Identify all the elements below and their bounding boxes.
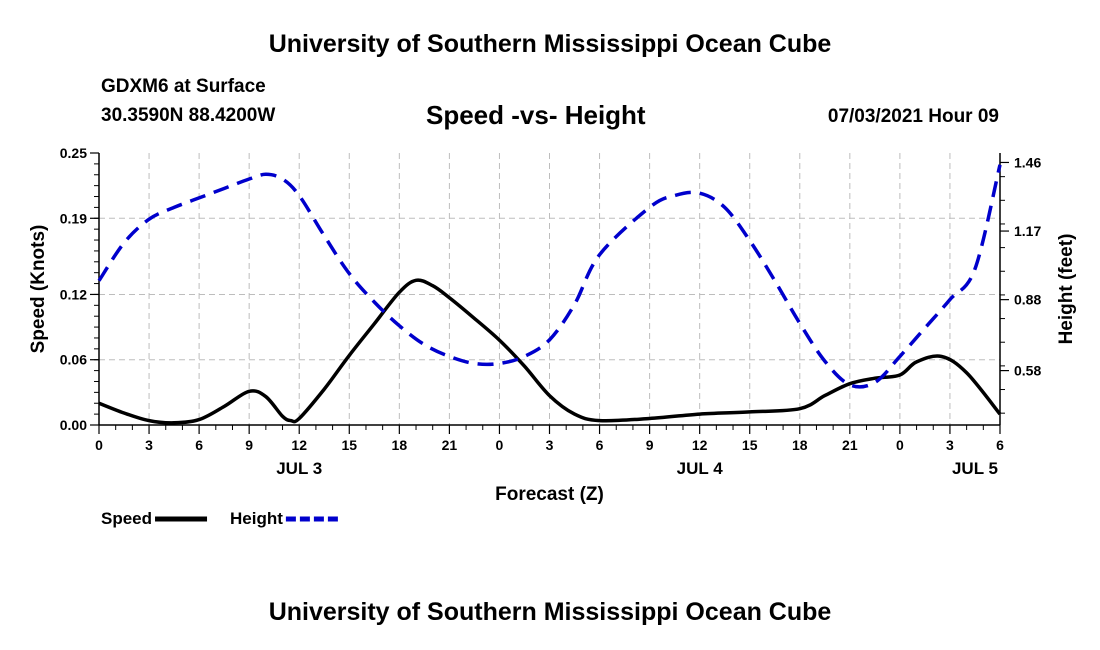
x-tick-label: 21: [842, 437, 858, 453]
x-tick-label: 9: [245, 437, 253, 453]
y2-tick-label: 1.17: [1014, 223, 1041, 239]
y2-tick-label: 0.88: [1014, 292, 1041, 308]
x-tick-label: 12: [291, 437, 307, 453]
y-tick-label: 0.19: [60, 210, 87, 226]
x-tick-label: 3: [145, 437, 153, 453]
x-day-label: JUL 5: [952, 459, 998, 478]
y2-axis-title: Height (feet): [1056, 234, 1077, 345]
x-tick-label: 0: [496, 437, 504, 453]
y2-tick-label: 0.58: [1014, 363, 1041, 379]
y2-tick-label: 1.46: [1014, 154, 1041, 170]
x-tick-label: 9: [646, 437, 654, 453]
x-tick-label: 15: [742, 437, 758, 453]
x-tick-label: 6: [596, 437, 604, 453]
series-line-height: [97, 164, 1002, 389]
x-axis-title: Forecast (Z): [495, 484, 604, 505]
x-tick-label: 12: [692, 437, 708, 453]
x-tick-label: 3: [946, 437, 954, 453]
legend-label-height: Height: [230, 509, 283, 528]
legend-label-speed: Speed: [101, 509, 152, 528]
footer-title: University of Southern Mississippi Ocean…: [268, 598, 832, 626]
y-tick-label: 0.12: [60, 286, 87, 302]
y-tick-label: 0.06: [60, 352, 87, 368]
x-tick-label: 6: [195, 437, 203, 453]
x-tick-label: 0: [95, 437, 103, 453]
x-day-label: JUL 3: [276, 459, 322, 478]
y-axis-title: Speed (Knots): [28, 225, 49, 354]
y-tick-label: 0.25: [60, 145, 87, 161]
chart-title: Speed -vs- Height: [426, 100, 646, 130]
x-tick-label: 15: [341, 437, 357, 453]
coordinates-label: 30.3590N 88.4200W: [101, 105, 276, 126]
x-tick-label: 21: [442, 437, 458, 453]
x-tick-label: 0: [896, 437, 904, 453]
station-label: GDXM6 at Surface: [101, 76, 266, 97]
x-day-label: JUL 4: [677, 459, 724, 478]
page-title: University of Southern Mississippi Ocean…: [268, 30, 832, 58]
x-tick-label: 18: [392, 437, 408, 453]
x-tick-label: 6: [996, 437, 1004, 453]
y-tick-label: 0.00: [60, 417, 87, 433]
x-tick-label: 18: [792, 437, 808, 453]
series-line-speed: [98, 278, 1002, 425]
x-tick-label: 3: [546, 437, 554, 453]
forecast-datetime: 07/03/2021 Hour 09: [827, 106, 999, 127]
